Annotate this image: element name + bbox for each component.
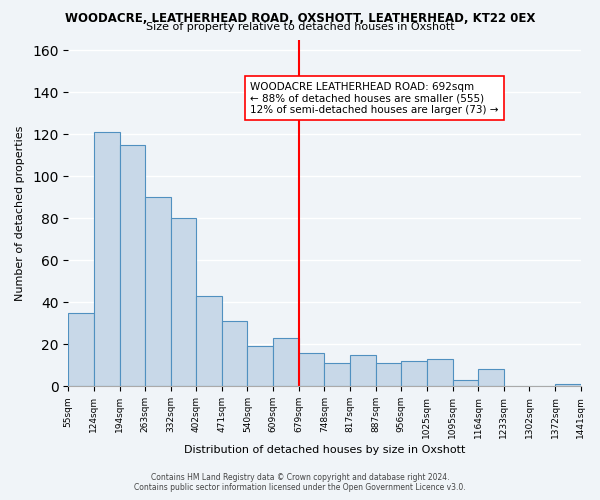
Bar <box>478 370 503 386</box>
Bar <box>350 354 376 386</box>
Bar <box>401 361 427 386</box>
Bar <box>273 338 299 386</box>
Bar <box>555 384 581 386</box>
Bar <box>68 313 94 386</box>
Bar <box>145 198 170 386</box>
Text: WOODACRE LEATHERHEAD ROAD: 692sqm
← 88% of detached houses are smaller (555)
12%: WOODACRE LEATHERHEAD ROAD: 692sqm ← 88% … <box>250 82 499 114</box>
Bar <box>427 359 452 386</box>
Bar <box>222 321 247 386</box>
Bar <box>376 363 401 386</box>
Bar <box>196 296 222 386</box>
Bar <box>170 218 196 386</box>
Text: Size of property relative to detached houses in Oxshott: Size of property relative to detached ho… <box>146 22 454 32</box>
Bar <box>299 352 325 386</box>
Bar <box>119 145 145 386</box>
Text: WOODACRE, LEATHERHEAD ROAD, OXSHOTT, LEATHERHEAD, KT22 0EX: WOODACRE, LEATHERHEAD ROAD, OXSHOTT, LEA… <box>65 12 535 26</box>
Bar <box>247 346 273 386</box>
X-axis label: Distribution of detached houses by size in Oxshott: Distribution of detached houses by size … <box>184 445 465 455</box>
Bar <box>452 380 478 386</box>
Text: Contains HM Land Registry data © Crown copyright and database right 2024.
Contai: Contains HM Land Registry data © Crown c… <box>134 473 466 492</box>
Y-axis label: Number of detached properties: Number of detached properties <box>15 126 25 301</box>
Bar <box>325 363 350 386</box>
Bar <box>94 132 119 386</box>
